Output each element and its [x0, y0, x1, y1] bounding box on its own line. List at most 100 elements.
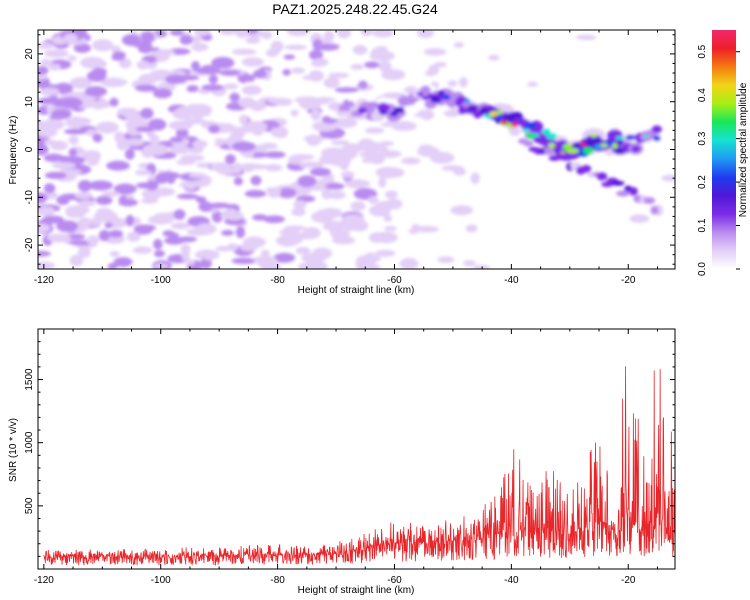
- spectrogram-cell: [199, 30, 209, 36]
- spectrogram-cell: [260, 142, 278, 150]
- spectrogram-cell: [308, 49, 324, 61]
- spectrogram-cell: [441, 165, 464, 171]
- spectrogram-cell: [186, 228, 212, 236]
- spectrogram-x-axis: -120 -100 -80 -60 -40 -20: [34, 30, 658, 286]
- spectrogram-cell: [47, 155, 71, 161]
- spectrogram-cell: [616, 190, 630, 197]
- spectrogram-cell: [61, 168, 82, 175]
- spectrogram-cell: [526, 81, 539, 87]
- spectrogram-cell: [350, 201, 366, 212]
- spectrogram-cell: [323, 30, 335, 43]
- spectrogram-cell: [298, 262, 318, 269]
- spectrogram-cell: [95, 121, 119, 134]
- x-tick-label: -120: [34, 575, 54, 586]
- spectrogram-cell: [419, 144, 434, 152]
- spectrogram-cell: [92, 39, 114, 52]
- spectrogram-cell: [165, 74, 187, 85]
- spectrogram-cell: [447, 80, 458, 87]
- spectrogram-cell: [245, 37, 261, 44]
- spectrogram-cell: [575, 34, 597, 40]
- spectrogram-cell: [180, 243, 191, 255]
- spectrogram-cell: [399, 257, 419, 269]
- spectrogram-cell: [280, 232, 304, 245]
- x-tick-label: -100: [151, 575, 171, 586]
- spectrogram-cell: [564, 143, 571, 148]
- spectrogram-cell: [86, 235, 100, 246]
- spectrogram-cell: [459, 76, 468, 88]
- spectrogram-cell: [596, 172, 608, 181]
- spectrogram-cell: [38, 223, 51, 233]
- spectrogram-cell: [172, 108, 194, 120]
- spectrogram-cell: [283, 54, 296, 60]
- spectrogram-cell: [224, 211, 244, 221]
- spectrogram-cell: [63, 128, 87, 135]
- spectrogram-cell: [473, 264, 491, 269]
- spectrogram-cell: [364, 61, 380, 69]
- spectrogram-cell: [376, 103, 390, 113]
- spectrogram-cell: [125, 214, 135, 227]
- spectrogram-cell: [226, 243, 239, 251]
- spectrogram-cell: [286, 30, 310, 37]
- spectrogram-cell: [341, 171, 355, 179]
- spectrogram-cell: [229, 126, 252, 134]
- figure-title: PAZ1.2025.248.22.45.G24: [272, 1, 438, 17]
- spectrogram-heatmap: [38, 30, 675, 269]
- spectrogram-cell: [38, 192, 48, 204]
- spectrogram-cell: [523, 140, 534, 147]
- spectrogram-cell: [615, 136, 625, 140]
- spectrogram-cell: [78, 217, 92, 227]
- spectrogram-cell: [453, 42, 465, 48]
- spectrogram-cell: [384, 226, 397, 232]
- spectrogram-cell: [38, 250, 51, 257]
- spectrogram-cell: [301, 253, 327, 264]
- spectrogram-cell: [86, 155, 100, 166]
- spectrogram-cell: [162, 230, 175, 237]
- snr-panel: -120 -100 -80 -60 -40 -20 500 1000 1500 Height …: [8, 328, 676, 596]
- spectrogram-cell: [88, 180, 114, 191]
- spectrogram-cell: [225, 154, 236, 165]
- spectrogram-cell: [582, 147, 595, 155]
- spectrogram-cell: [629, 214, 650, 223]
- spectrogram-cell: [153, 238, 163, 250]
- spectrogram-cell: [67, 55, 77, 62]
- spectrogram-cell: [273, 252, 296, 263]
- spectrogram-cell: [153, 212, 174, 222]
- spectrogram-cell: [372, 30, 394, 38]
- y-tick-label: 1500: [24, 368, 35, 391]
- spectrogram-cell: [295, 246, 311, 255]
- spectrogram-cell: [350, 63, 364, 70]
- spectrogram-cell: [168, 120, 193, 131]
- spectrogram-cell: [329, 158, 351, 167]
- spectrogram-cell: [385, 190, 398, 199]
- spectrogram-cell: [73, 43, 92, 53]
- spectrogram-cell: [241, 57, 265, 67]
- spectrogram-cell: [188, 172, 207, 179]
- spectrogram-cell: [277, 187, 297, 199]
- spectrogram-cell: [109, 251, 120, 257]
- spectrogram-cell: [92, 133, 103, 143]
- spectrogram-cell: [84, 86, 108, 97]
- colorbar-tick-label: 0.3: [697, 131, 708, 145]
- spectrogram-cell: [171, 222, 191, 230]
- spectrogram-cell: [661, 174, 675, 182]
- spectrogram-cell: [390, 111, 398, 117]
- spectrogram-cell: [265, 49, 280, 57]
- spectrogram-cell: [330, 139, 350, 146]
- spectrogram-cell: [38, 261, 55, 269]
- spectrogram-cell: [421, 95, 430, 101]
- spectrogram-cell: [650, 205, 659, 215]
- x-tick-label: -60: [387, 275, 402, 286]
- spectrogram-cell: [219, 69, 241, 76]
- spectrogram-cell: [341, 149, 358, 159]
- spectrogram-cell: [191, 43, 209, 52]
- spectrogram-cell: [501, 120, 508, 125]
- spectrogram-cell: [356, 263, 381, 269]
- x-tick-label: -40: [504, 275, 519, 286]
- spectrogram-cell: [38, 73, 49, 81]
- spectrogram-cell: [126, 138, 145, 146]
- spectrogram-cell: [521, 128, 530, 133]
- spectrogram-cell: [198, 250, 208, 257]
- spectrogram-cell: [643, 134, 650, 139]
- spectrogram-cell: [74, 191, 93, 200]
